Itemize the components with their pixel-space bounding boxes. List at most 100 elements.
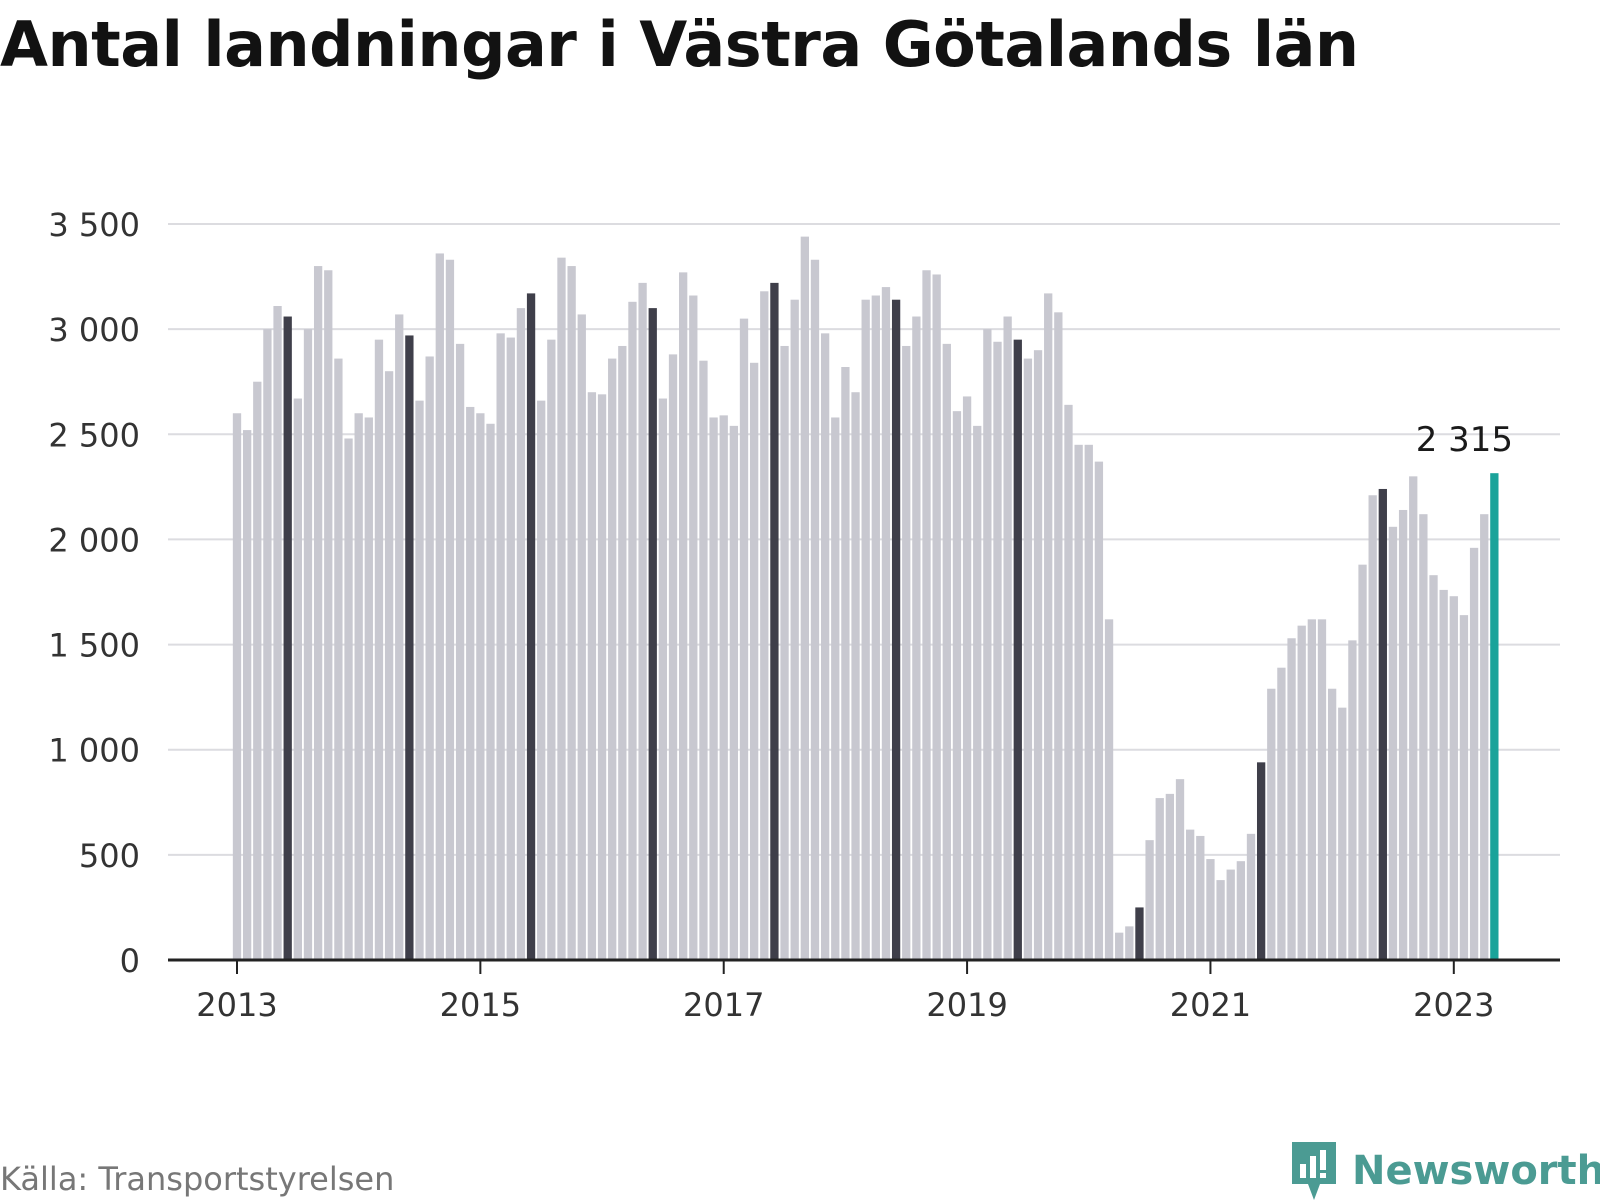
bar xyxy=(1135,907,1144,960)
bar xyxy=(1196,835,1205,960)
bar xyxy=(1115,932,1124,960)
bar xyxy=(1256,762,1266,960)
source-credit: Källa: Transportstyrelsen xyxy=(0,1160,395,1198)
bar xyxy=(1003,316,1012,960)
bar xyxy=(770,282,779,960)
y-tick-label: 0 xyxy=(120,942,140,980)
x-axis-ticks: 2013 2015 2017 2019 2021 2023 xyxy=(196,960,1495,1024)
bar xyxy=(354,413,363,960)
bar xyxy=(547,339,556,961)
bar xyxy=(1054,312,1063,960)
bar xyxy=(253,381,262,960)
bar xyxy=(831,417,840,960)
y-tick-label: 1 000 xyxy=(48,732,140,770)
bar xyxy=(364,417,373,960)
bar xyxy=(820,333,830,960)
bar xyxy=(486,423,495,960)
bar xyxy=(638,282,647,960)
bar xyxy=(1409,476,1418,960)
y-tick-label: 3 000 xyxy=(48,311,140,349)
bar xyxy=(1044,293,1053,960)
bar xyxy=(537,400,546,960)
bar xyxy=(1074,444,1083,960)
bar xyxy=(628,301,637,960)
bar xyxy=(1175,779,1185,960)
bar xyxy=(729,425,739,961)
bar xyxy=(699,360,708,961)
bar xyxy=(1368,495,1377,960)
bar xyxy=(303,329,313,961)
bar xyxy=(902,345,911,961)
bar xyxy=(1348,640,1357,960)
bar xyxy=(557,257,566,960)
x-tick-label: 2021 xyxy=(1170,986,1251,1024)
bar xyxy=(1104,619,1114,960)
x-tick-label: 2015 xyxy=(440,986,521,1024)
bar xyxy=(1277,667,1286,960)
bar xyxy=(608,358,617,960)
y-axis-ticks: 0 500 1 000 1 500 2 000 2 500 3 000 3 500 xyxy=(48,206,140,980)
bar xyxy=(313,266,323,960)
bar xyxy=(668,354,678,960)
bar xyxy=(841,366,850,961)
bar xyxy=(658,398,668,961)
bar xyxy=(1439,589,1448,960)
bar xyxy=(405,335,414,960)
bar xyxy=(567,266,576,960)
bar xyxy=(1186,829,1195,960)
x-tick-label: 2013 xyxy=(196,986,277,1024)
bar xyxy=(1236,861,1246,960)
y-tick-label: 3 500 xyxy=(48,206,140,244)
bar xyxy=(932,274,941,960)
bar xyxy=(1013,339,1022,961)
bars xyxy=(232,236,1499,961)
newsworthy-logo: Newsworthy xyxy=(1290,1140,1600,1202)
bar xyxy=(800,236,809,961)
bar xyxy=(374,339,384,961)
bar xyxy=(1398,509,1408,960)
bar xyxy=(1338,707,1347,960)
bar xyxy=(719,415,728,960)
bar xyxy=(232,413,242,960)
bar xyxy=(618,345,627,961)
bar xyxy=(283,316,292,960)
bar xyxy=(1145,840,1154,960)
latest-value-label: 2 315 xyxy=(1416,420,1513,460)
bar xyxy=(587,392,597,960)
bar xyxy=(1084,444,1093,960)
bar xyxy=(476,413,485,960)
bar xyxy=(1094,461,1104,960)
bar xyxy=(1449,596,1458,960)
bar xyxy=(1023,358,1033,960)
bar xyxy=(1064,404,1073,960)
bar xyxy=(790,299,799,960)
x-tick-label: 2023 xyxy=(1413,986,1494,1024)
bar xyxy=(496,333,505,960)
bar xyxy=(871,295,880,960)
bar xyxy=(293,398,302,961)
bar xyxy=(334,358,343,960)
logo-text: Newsworthy xyxy=(1352,1148,1600,1194)
bar xyxy=(1226,869,1235,960)
bar xyxy=(648,308,657,961)
bar xyxy=(709,417,718,960)
bar xyxy=(384,371,394,960)
bar xyxy=(881,287,891,961)
bar xyxy=(263,329,272,961)
bar xyxy=(1469,547,1479,960)
bar xyxy=(324,270,333,961)
bar xyxy=(435,253,444,960)
bar xyxy=(1327,688,1337,960)
bar xyxy=(851,392,860,960)
bar xyxy=(983,329,992,961)
bar xyxy=(415,400,424,960)
bar xyxy=(739,318,749,961)
x-tick-label: 2019 xyxy=(926,986,1007,1024)
bar xyxy=(1378,488,1387,960)
bar xyxy=(1165,793,1175,960)
bar xyxy=(912,316,921,960)
bar xyxy=(344,438,353,960)
bar xyxy=(689,295,698,960)
bar xyxy=(1480,514,1489,960)
